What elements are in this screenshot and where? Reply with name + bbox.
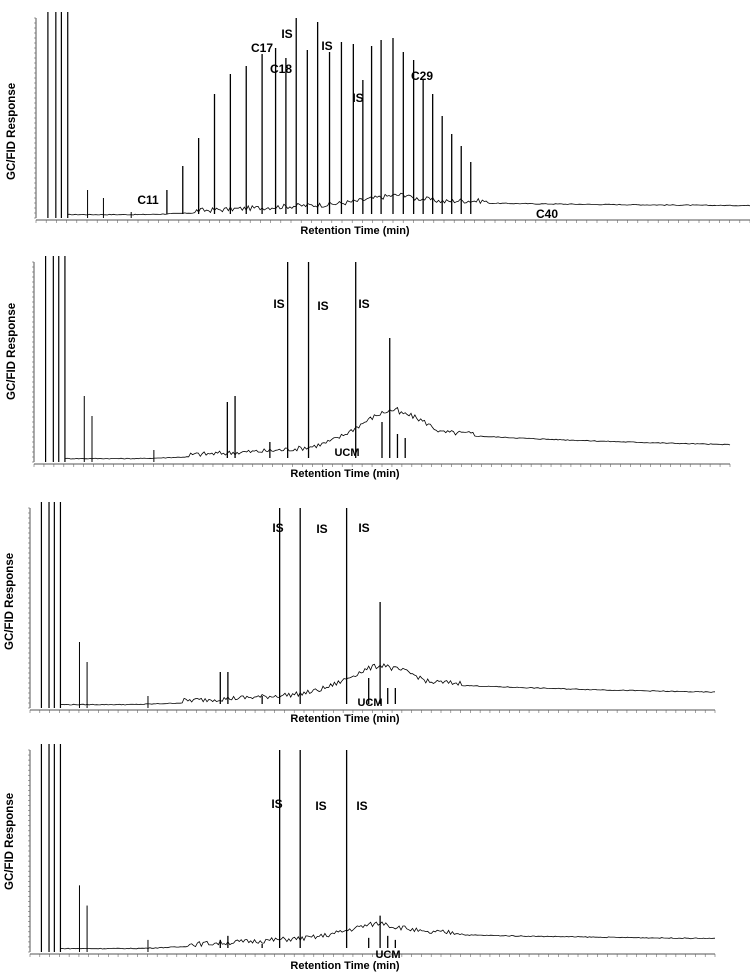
baseline-trace bbox=[60, 663, 716, 706]
peak-label: C40 bbox=[536, 207, 558, 221]
ucm-label: UCM bbox=[357, 697, 382, 709]
chromatogram-panel-4: GC/FID Response IS IS IS UCM Retention Time… bbox=[0, 740, 750, 977]
chromatogram-panel-3: GC/FID Response IS IS IS UCM Retention Time… bbox=[0, 500, 750, 730]
chromatogram-panel-2: GC/FID Response IS IS IS UCM Retention Time… bbox=[0, 250, 750, 484]
chromatogram-3: IS IS IS UCM bbox=[28, 502, 716, 713]
x-axis-label: Retention Time (min) bbox=[290, 960, 400, 972]
ucm-label: UCM bbox=[375, 949, 400, 961]
ucm-label: UCM bbox=[334, 447, 359, 459]
peak-label: IS bbox=[352, 91, 363, 105]
peak-label: IS bbox=[315, 799, 326, 813]
peak-label: C17 bbox=[251, 41, 273, 55]
baseline-trace bbox=[64, 406, 731, 460]
peak-label: IS bbox=[316, 522, 327, 536]
baseline-trace bbox=[67, 192, 750, 216]
chromatogram-2: IS IS IS UCM bbox=[32, 256, 731, 467]
peak-label: IS bbox=[271, 797, 282, 811]
chromatogram-4: IS IS IS UCM bbox=[28, 744, 716, 961]
y-axis-label: GC/FID Response bbox=[4, 552, 16, 650]
peak-label: IS bbox=[358, 521, 369, 535]
peak-label: IS bbox=[358, 297, 369, 311]
peak-label: IS bbox=[272, 521, 283, 535]
y-axis-label: GC/FID Response bbox=[6, 302, 18, 400]
x-axis-label: Retention Time (min) bbox=[290, 468, 400, 480]
baseline-trace bbox=[60, 921, 716, 950]
y-axis-label: GC/FID Response bbox=[4, 792, 16, 890]
peak-label: C18 bbox=[270, 62, 292, 76]
peak-label: IS bbox=[317, 299, 328, 313]
x-axis-label: Retention Time (min) bbox=[300, 225, 410, 237]
peak-label: IS bbox=[273, 297, 284, 311]
peak-label: IS bbox=[356, 799, 367, 813]
peak-label: IS bbox=[281, 27, 292, 41]
peak-label: C11 bbox=[137, 193, 159, 207]
x-axis-label: Retention Time (min) bbox=[290, 713, 400, 725]
peak-label: IS bbox=[321, 39, 332, 53]
y-axis-label: GC/FID Response bbox=[6, 82, 18, 180]
chromatogram-1: C11 C17 IS C18 IS IS C29 C40 bbox=[34, 12, 750, 223]
peak-label: C29 bbox=[411, 69, 433, 83]
chromatogram-panel-1: GC/FID Response C11 C17 IS C18 IS IS C29 C40 Re… bbox=[0, 0, 750, 244]
